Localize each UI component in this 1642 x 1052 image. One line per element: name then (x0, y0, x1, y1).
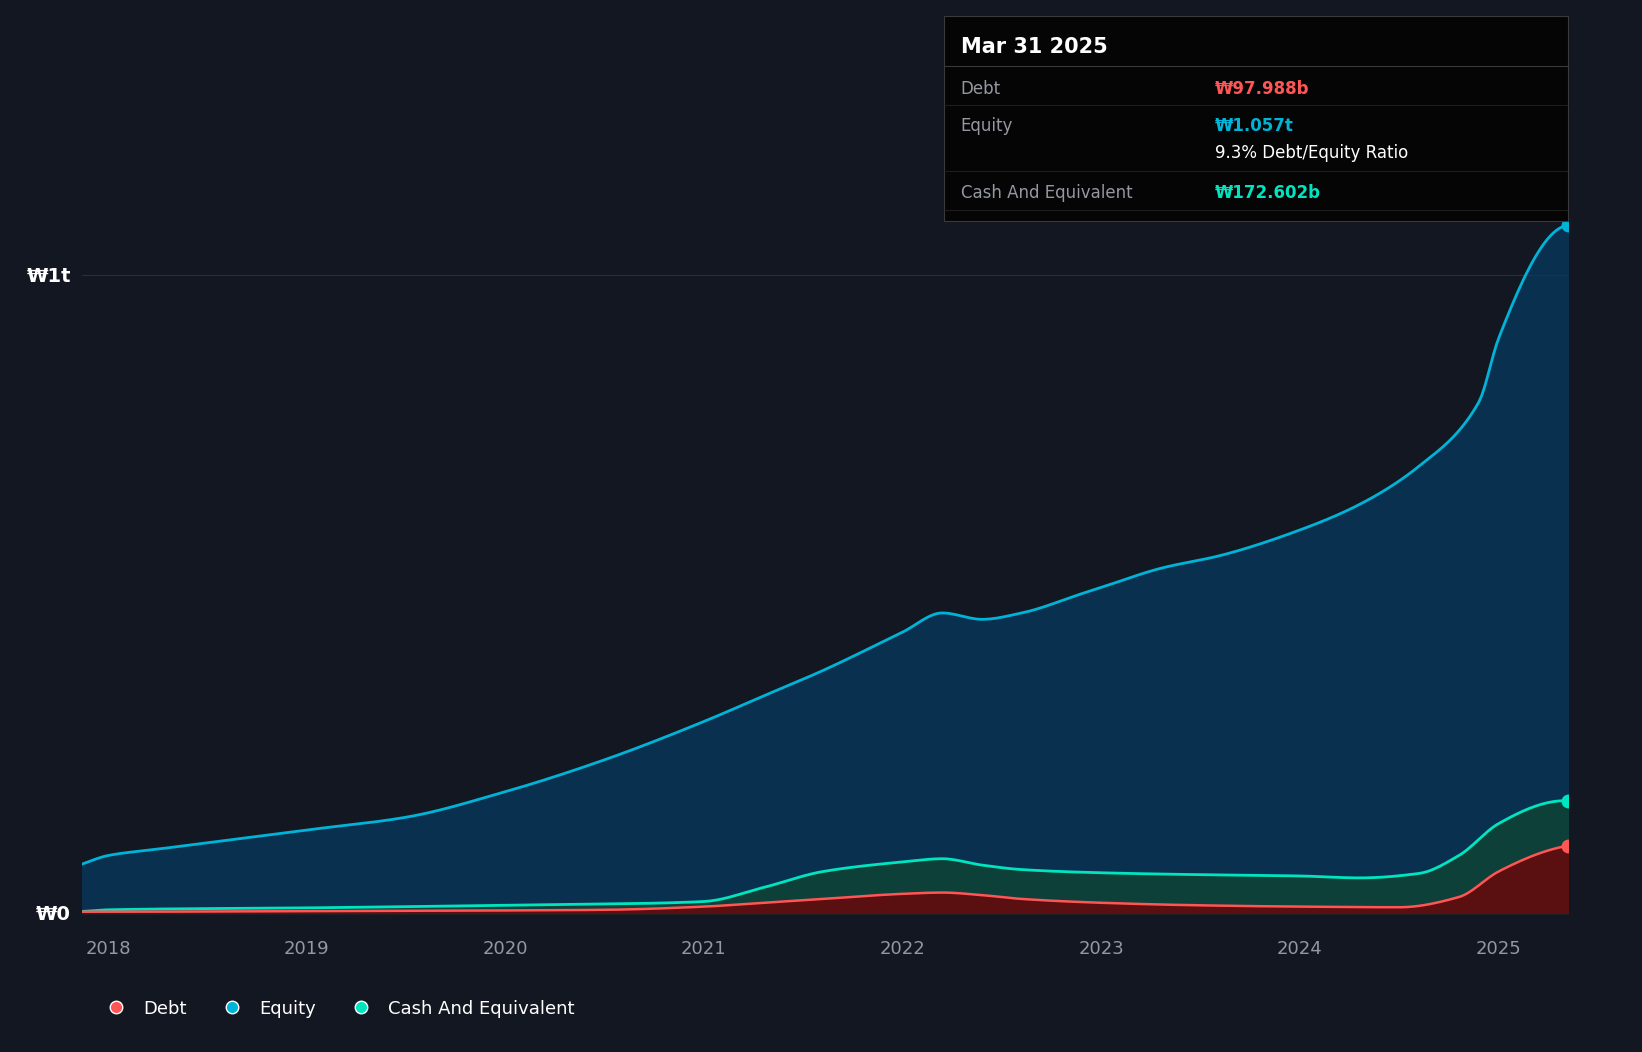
Text: ₩97.988b: ₩97.988b (1215, 80, 1310, 99)
Text: Cash And Equivalent: Cash And Equivalent (961, 183, 1133, 202)
Text: ₩1.057t: ₩1.057t (1215, 117, 1294, 136)
Text: Debt: Debt (961, 80, 1000, 99)
Text: ₩172.602b: ₩172.602b (1215, 183, 1322, 202)
Text: Mar 31 2025: Mar 31 2025 (961, 37, 1107, 58)
Text: 9.3% Debt/Equity Ratio: 9.3% Debt/Equity Ratio (1215, 143, 1409, 162)
Legend: Debt, Equity, Cash And Equivalent: Debt, Equity, Cash And Equivalent (90, 993, 581, 1025)
Text: Equity: Equity (961, 117, 1013, 136)
